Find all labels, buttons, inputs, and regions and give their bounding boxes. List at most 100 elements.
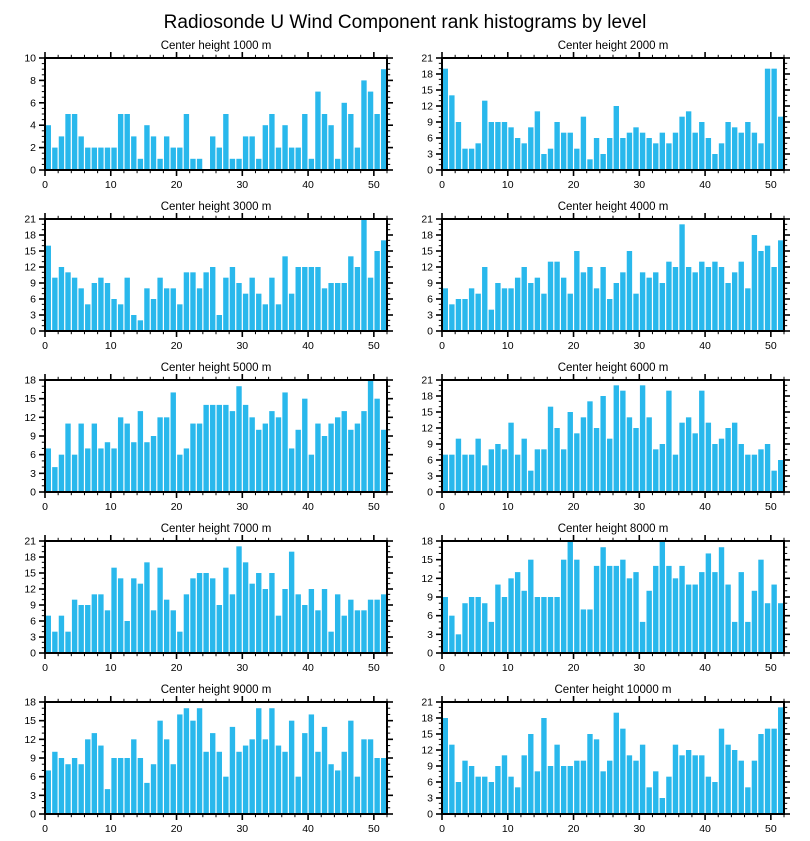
subplot-grid: Center height 1000 m 0 10 20 30 40 50 0 2 4 6 8 10 Ce… [0, 36, 810, 841]
histogram-bar [196, 423, 203, 492]
histogram-bar [442, 718, 448, 814]
histogram-bar [607, 299, 613, 331]
histogram-bar [718, 267, 725, 331]
histogram-bar [170, 764, 176, 814]
y-axis-label: 12 [421, 262, 433, 274]
histogram-bar [98, 277, 104, 331]
histogram-bar [52, 467, 58, 492]
histogram-bar [144, 782, 150, 814]
histogram-bar [475, 143, 481, 170]
histogram-bar [685, 267, 692, 331]
histogram-bar [367, 91, 374, 170]
histogram-bar [547, 406, 554, 492]
histogram-bar [547, 148, 554, 170]
histogram-bar [587, 159, 593, 170]
histogram-bar [475, 597, 481, 653]
histogram-bar [381, 429, 387, 492]
histogram-bar [731, 422, 738, 492]
histogram-bar [210, 578, 216, 653]
histogram-bar [593, 565, 600, 653]
y-axis-label: 18 [421, 391, 433, 403]
y-axis-label: 12 [421, 573, 433, 585]
histogram-bar [334, 283, 341, 331]
y-axis-label: 3 [427, 310, 433, 322]
histogram-bar [190, 578, 196, 653]
histogram-bar [455, 438, 462, 492]
histogram-bar [381, 69, 387, 170]
histogram-bar [633, 572, 639, 653]
histogram-bar [223, 114, 229, 170]
x-axis-label: 40 [699, 823, 711, 835]
histogram-bar [210, 136, 216, 170]
histogram-bar [163, 739, 170, 814]
x-axis-label: 10 [502, 179, 514, 191]
histogram-bar [58, 136, 65, 170]
subplot-3: Center height 3000 m 0 10 20 30 40 50 0 3 6 9 12 15 1… [8, 197, 405, 358]
histogram-bar [45, 448, 51, 492]
y-axis-label: 0 [30, 326, 36, 338]
histogram-bar [574, 760, 580, 814]
histogram-bar [262, 125, 269, 170]
histogram-bar [554, 428, 560, 492]
x-axis-label: 20 [171, 501, 183, 513]
histogram-bar [302, 114, 308, 170]
histogram-bar [653, 272, 659, 331]
histogram-bar [334, 158, 341, 170]
histogram-bar [758, 449, 764, 492]
y-axis-label: 9 [427, 278, 433, 290]
histogram-bar [442, 597, 448, 653]
histogram-bar [745, 454, 751, 492]
x-axis-label: 50 [765, 340, 777, 352]
histogram-bar [321, 726, 328, 814]
histogram-bar [58, 454, 65, 492]
histogram-bar [574, 251, 580, 331]
histogram-bar [449, 304, 455, 331]
histogram-bar [587, 267, 593, 331]
histogram-bar [236, 751, 242, 814]
y-axis-label: 18 [24, 375, 36, 387]
histogram-bar [275, 745, 282, 814]
histogram-bar [725, 122, 731, 170]
histogram-bar [183, 114, 190, 170]
histogram-bar [275, 615, 282, 653]
x-axis-label: 30 [236, 823, 248, 835]
histogram-bar [308, 589, 315, 653]
histogram-bar [71, 277, 78, 331]
histogram-bar [236, 546, 242, 653]
histogram-bar [302, 267, 308, 331]
histogram-plot: Center height 4000 m 0 10 20 30 40 50 0 3 6 9 12 15 1… [421, 201, 790, 352]
histogram-bar [626, 132, 633, 170]
histogram-bar [778, 603, 784, 653]
histogram-bar [348, 256, 354, 331]
histogram-bar [328, 423, 334, 492]
histogram-bar [203, 404, 209, 492]
x-axis-label: 20 [568, 179, 580, 191]
histogram-bar [177, 631, 183, 653]
histogram-bar [501, 449, 508, 492]
histogram-bar [137, 411, 144, 492]
subplot-title: Center height 7000 m [161, 523, 272, 535]
histogram-bar [508, 288, 514, 331]
y-axis-label: 9 [427, 592, 433, 604]
x-axis-label: 30 [633, 823, 645, 835]
x-axis-label: 40 [302, 662, 314, 674]
x-axis-label: 20 [171, 662, 183, 674]
subplot-9: Center height 9000 m 0 10 20 30 40 50 0 3 6 9 12 15 1… [8, 680, 405, 841]
histogram-bar [275, 417, 282, 492]
histogram-bar [249, 136, 255, 170]
histogram-bar [361, 80, 367, 170]
histogram-bar [560, 277, 567, 331]
histogram-bar [659, 798, 666, 814]
histogram-bar [482, 267, 488, 331]
histogram-bar [104, 147, 111, 170]
histogram-bar [282, 589, 288, 653]
histogram-bar [672, 578, 679, 653]
subplot-5: Center height 5000 m 0 10 20 30 40 50 0 3 6 9 12 15 1… [8, 358, 405, 519]
histogram-bar [282, 751, 288, 814]
histogram-bar [242, 562, 249, 653]
histogram-bar [745, 288, 751, 331]
histogram-bar [600, 154, 606, 170]
histogram-plot: Center height 3000 m 0 10 20 30 40 50 0 3 6 9 12 15 1… [24, 201, 393, 352]
histogram-bar [685, 417, 692, 492]
histogram-bar [334, 770, 341, 814]
